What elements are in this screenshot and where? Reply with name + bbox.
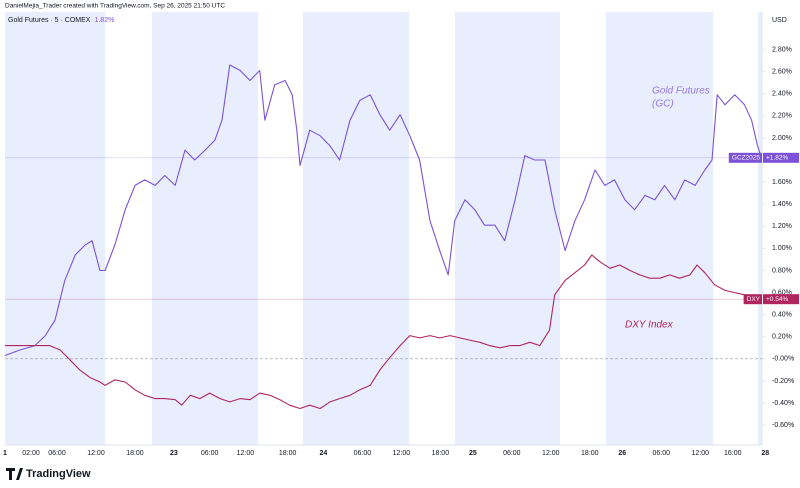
x-tick-label: 06:00 xyxy=(201,450,219,457)
annotation: DXY Index xyxy=(625,320,674,331)
y-tick-label: 0.20% xyxy=(772,334,792,341)
y-tick-label: 1.00% xyxy=(772,245,792,252)
x-tick-label: 02:00 xyxy=(22,450,40,457)
session-band xyxy=(152,12,258,445)
y-tick-label: 2.20% xyxy=(772,113,792,120)
x-tick-label: 23 xyxy=(170,450,178,457)
y-tick-label: 1.20% xyxy=(772,223,792,230)
x-tick-label: 12:00 xyxy=(237,450,255,457)
last-value-box xyxy=(763,294,799,305)
y-tick-label: -0.00% xyxy=(772,356,794,363)
symbol-label: DXY xyxy=(747,296,761,303)
x-tick-label: 28 xyxy=(761,450,769,457)
legend-text: Gold Futures · 5 · COMEX xyxy=(8,17,91,24)
y-tick-label: 0.80% xyxy=(772,267,792,274)
x-tick-label: 16:00 xyxy=(724,450,742,457)
y-axis-label: USD xyxy=(772,17,787,24)
y-tick-label: 2.60% xyxy=(772,68,792,75)
symbol-box xyxy=(728,152,762,163)
y-tick-label: 2.80% xyxy=(772,46,792,53)
y-tick-label: -0.60% xyxy=(772,422,794,429)
x-tick-label: 06:00 xyxy=(503,450,521,457)
series-line xyxy=(4,64,762,357)
last-value-label: +0.54% xyxy=(766,296,788,303)
last-value-label: +1.82% xyxy=(766,155,788,162)
logo-icon xyxy=(6,468,23,480)
y-tick-label: 1.60% xyxy=(772,179,792,186)
x-tick-label: 12:00 xyxy=(542,450,560,457)
x-tick-label: 18:00 xyxy=(432,450,450,457)
y-tick-label: 2.40% xyxy=(772,91,792,98)
x-tick-label: 12:00 xyxy=(393,450,411,457)
header: DanielMejia_Trader created with TradingV… xyxy=(5,3,225,10)
session-band xyxy=(606,12,713,445)
last-value-box xyxy=(763,152,799,163)
symbol-box xyxy=(743,294,762,305)
symbol-label: GCZ2025 xyxy=(732,155,761,162)
y-tick-label: -0.20% xyxy=(772,378,794,385)
x-tick-label: 26 xyxy=(618,450,626,457)
x-tick-label: 12:00 xyxy=(692,450,710,457)
x-tick-label: 06:00 xyxy=(653,450,671,457)
x-tick-label: 25 xyxy=(469,450,477,457)
logo-text: TradingView xyxy=(26,468,91,480)
x-tick-label: 1 xyxy=(3,450,7,457)
series-line xyxy=(5,254,763,410)
annotation: Gold Futures xyxy=(652,86,710,97)
y-tick-label: 1.40% xyxy=(772,201,792,208)
legend-change: 1.82% xyxy=(94,17,114,24)
x-tick-label: 06:00 xyxy=(48,450,66,457)
x-tick-label: 24 xyxy=(319,450,327,457)
session-band xyxy=(758,12,762,445)
x-tick-label: 18:00 xyxy=(126,450,144,457)
y-tick-label: 0.60% xyxy=(772,289,792,296)
logo: TradingView xyxy=(6,468,91,480)
y-tick-label: -0.40% xyxy=(772,400,794,407)
x-tick-label: 18:00 xyxy=(279,450,297,457)
x-tick-label: 12:00 xyxy=(87,450,105,457)
annotation: (GC) xyxy=(652,99,674,110)
session-band xyxy=(303,12,409,445)
x-tick-label: 18:00 xyxy=(581,450,599,457)
x-tick-label: 06:00 xyxy=(354,450,372,457)
y-tick-label: 0.40% xyxy=(772,312,792,319)
session-band xyxy=(5,12,105,445)
y-tick-label: 2.00% xyxy=(772,135,792,142)
